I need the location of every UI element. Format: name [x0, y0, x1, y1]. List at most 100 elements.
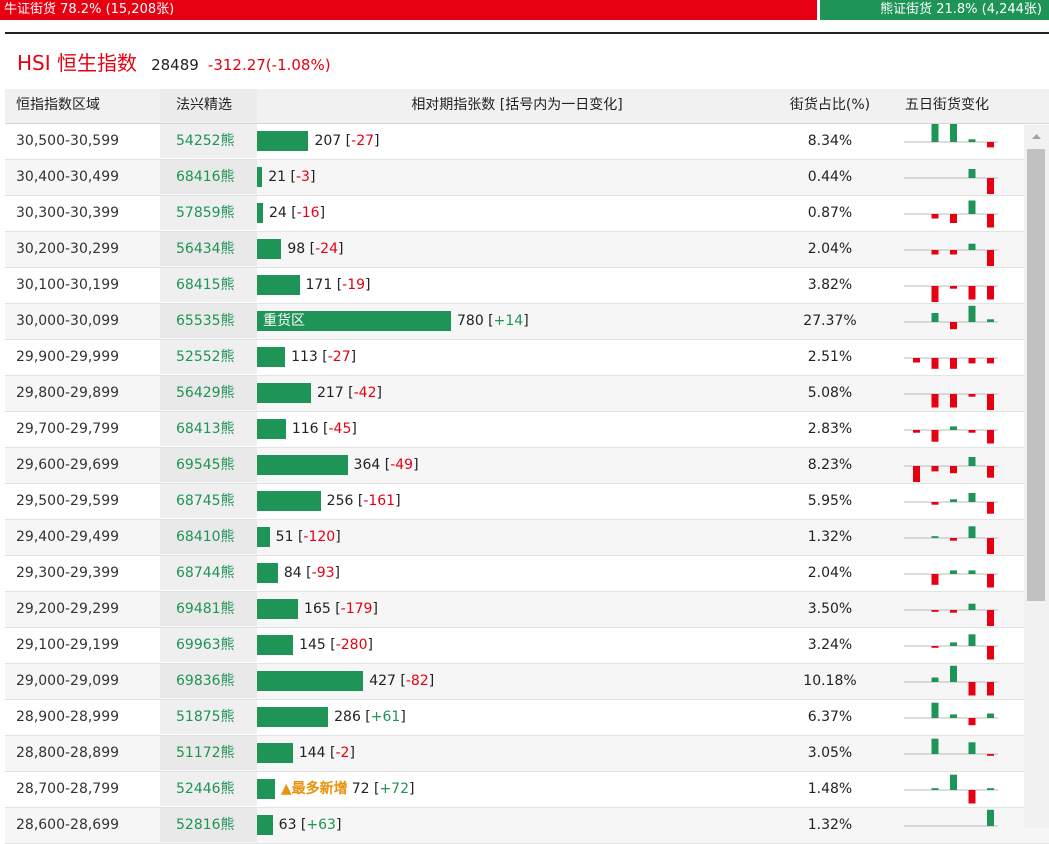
- share-cell: 3.50%: [807, 601, 853, 617]
- count-value: 51: [275, 529, 294, 545]
- warrant-link[interactable]: 52446熊: [160, 772, 257, 806]
- day-change-bar: [987, 250, 994, 266]
- table-row[interactable]: 30,500-30,599 54252熊 207 [-27] 8.34%: [5, 124, 1049, 160]
- day-change-bar: [987, 646, 994, 660]
- count-text: 21 [-3]: [268, 169, 316, 185]
- five-day-chart: [898, 592, 998, 626]
- count-text: 51 [-120]: [275, 529, 341, 545]
- table-row[interactable]: 29,000-29,099 69836熊 427 [-82] 10.18%: [5, 664, 1049, 700]
- five-day-sparkbars: [904, 457, 998, 482]
- day-change-bar: [968, 603, 976, 610]
- five-day-sparkbars: [904, 285, 998, 302]
- scrollbar-thumb[interactable]: [1027, 149, 1045, 601]
- warrant-link[interactable]: 51875熊: [160, 700, 257, 734]
- day-change-bar: [931, 358, 939, 369]
- table-row[interactable]: 28,900-28,999 51875熊 286 [+61] 6.37%: [5, 700, 1049, 736]
- count-text: 207 [-27]: [314, 133, 380, 149]
- five-day-chart: [898, 520, 998, 554]
- warrant-link[interactable]: 69481熊: [160, 592, 257, 626]
- relative-count-cell: 113 [-27]: [257, 340, 777, 374]
- warrant-link[interactable]: 69545熊: [160, 448, 257, 482]
- day-change-bar: [968, 526, 976, 538]
- five-day-sparkbars: [904, 124, 998, 148]
- share-cell: 10.18%: [803, 673, 857, 689]
- day-change-bar: [931, 574, 939, 585]
- day-change-bar: [968, 570, 976, 574]
- table-row[interactable]: 28,800-28,899 51172熊 144 [-2] 3.05%: [5, 736, 1049, 772]
- table-row[interactable]: 29,500-29,599 68745熊 256 [-161] 5.95%: [5, 484, 1049, 520]
- table-row[interactable]: 30,300-30,399 57859熊 24 [-16] 0.87%: [5, 196, 1049, 232]
- range-cell: 28,900-28,999: [16, 709, 120, 725]
- table-row[interactable]: 29,200-29,299 69481熊 165 [-179] 3.50%: [5, 592, 1049, 628]
- relative-count-cell: 286 [+61]: [257, 700, 777, 734]
- table-row[interactable]: 29,300-29,399 68744熊 84 [-93] 2.04%: [5, 556, 1049, 592]
- table-row[interactable]: 29,100-29,199 69963熊 145 [-280] 3.24%: [5, 628, 1049, 664]
- day-change-bar: [931, 610, 939, 612]
- day-change-bar: [987, 319, 994, 322]
- table-row[interactable]: 29,900-29,999 52552熊 113 [-27] 2.51%: [5, 340, 1049, 376]
- table-row[interactable]: 29,400-29,499 68410熊 51 [-120] 1.32%: [5, 520, 1049, 556]
- outstanding-table: 恒指指数区域 法兴精选 相对期指张数 [括号内为一日变化] 街货占比(%) 五日…: [5, 89, 1049, 844]
- warrant-link[interactable]: 57859熊: [160, 196, 257, 230]
- relative-count-cell: 98 [-24]: [257, 232, 777, 266]
- warrant-link[interactable]: 56434熊: [160, 232, 257, 266]
- table-row[interactable]: 30,200-30,299 56434熊 98 [-24] 2.04%: [5, 232, 1049, 268]
- scrollbar[interactable]: [1024, 125, 1049, 828]
- share-cell: 8.23%: [807, 457, 853, 473]
- warrant-link[interactable]: 56429熊: [160, 376, 257, 410]
- warrant-link[interactable]: 68416熊: [160, 160, 257, 194]
- warrant-link[interactable]: 69836熊: [160, 664, 257, 698]
- warrant-link[interactable]: 68745熊: [160, 484, 257, 518]
- day-change-bar: [987, 394, 994, 410]
- header-range: 恒指指数区域: [16, 97, 100, 113]
- table-row[interactable]: 29,600-29,699 69545熊 364 [-49] 8.23%: [5, 448, 1049, 484]
- table-row[interactable]: 30,400-30,499 68416熊 21 [-3] 0.44%: [5, 160, 1049, 196]
- day-change-bar: [987, 610, 994, 626]
- table-row[interactable]: 30,100-30,199 68415熊 171 [-19] 3.82%: [5, 268, 1049, 304]
- range-cell: 29,200-29,299: [16, 601, 120, 617]
- day-change-bar: [950, 358, 957, 369]
- day-change-bar: [913, 466, 920, 482]
- scroll-up-icon[interactable]: [1024, 125, 1049, 147]
- share-cell: 2.04%: [807, 241, 853, 257]
- day-change-bar: [950, 250, 957, 255]
- header-five-day-change: 五日街货变化: [905, 97, 989, 113]
- table-body[interactable]: 30,500-30,599 54252熊 207 [-27] 8.34% 30,400-…: [5, 124, 1049, 844]
- day-change-bar: [950, 394, 957, 408]
- warrant-link[interactable]: 54252熊: [160, 124, 257, 158]
- table-row[interactable]: 30,000-30,099 65535熊 重货区 780 [+14] 27.37%: [5, 304, 1049, 340]
- warrant-link[interactable]: 68744熊: [160, 556, 257, 590]
- warrant-link[interactable]: 65535熊: [160, 304, 257, 338]
- warrant-link[interactable]: 69963熊: [160, 628, 257, 662]
- day-change-bar: [987, 502, 994, 514]
- day-change-value: -3: [295, 169, 310, 185]
- day-change-value: -82: [405, 673, 429, 689]
- count-bar: [257, 419, 286, 439]
- warrant-link[interactable]: 52552熊: [160, 340, 257, 374]
- day-change-bar: [950, 538, 957, 541]
- day-change-value: -42: [353, 385, 377, 401]
- day-change-bar: [931, 313, 939, 322]
- warrant-link[interactable]: 68413熊: [160, 412, 257, 446]
- five-day-chart: [898, 232, 998, 266]
- day-change-bar: [968, 243, 976, 250]
- day-change-value: -161: [363, 493, 396, 509]
- day-change-bar: [950, 570, 957, 574]
- warrant-link[interactable]: 68410熊: [160, 520, 257, 554]
- warrant-link[interactable]: 51172熊: [160, 736, 257, 770]
- range-cell: 30,400-30,499: [16, 169, 120, 185]
- table-row[interactable]: 29,700-29,799 68413熊 116 [-45] 2.83%: [5, 412, 1049, 448]
- day-change-value: +61: [370, 709, 401, 725]
- day-change-bar: [987, 214, 994, 228]
- day-change-value: -27: [327, 349, 351, 365]
- warrant-link[interactable]: 52816熊: [160, 808, 257, 842]
- day-change-bar: [950, 124, 957, 142]
- table-row[interactable]: 28,600-28,699 52816熊 63 [+63] 1.32%: [5, 808, 1049, 844]
- table-row[interactable]: 28,700-28,799 52446熊 ▲最多新增 72 [+72] 1.48%: [5, 772, 1049, 808]
- day-change-bar: [931, 430, 939, 442]
- five-day-chart: [898, 268, 998, 302]
- table-row[interactable]: 29,800-29,899 56429熊 217 [-42] 5.08%: [5, 376, 1049, 412]
- day-change-bar: [950, 499, 957, 502]
- warrant-link[interactable]: 68415熊: [160, 268, 257, 302]
- day-change-value: -93: [311, 565, 335, 581]
